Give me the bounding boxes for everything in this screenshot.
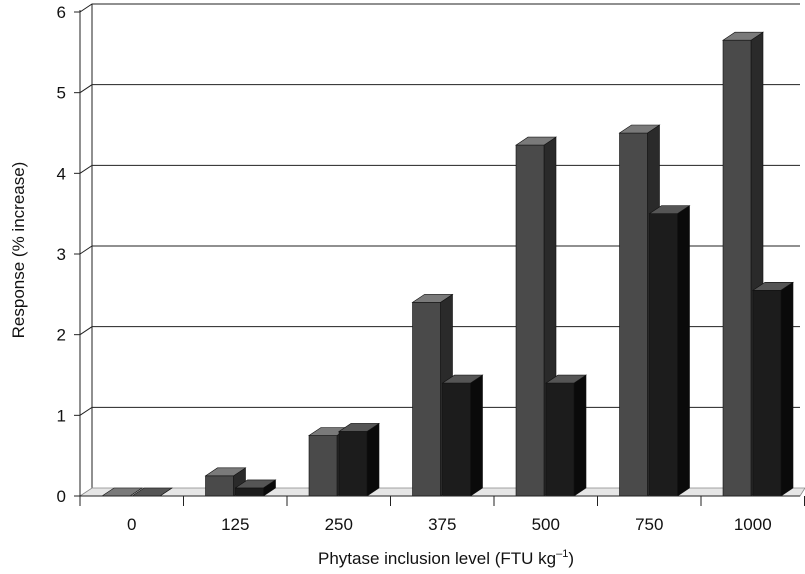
bar-top-face xyxy=(234,479,277,489)
bar-side-face xyxy=(366,422,380,497)
x-tick-label-375: 375 xyxy=(428,515,456,534)
y-axis-title: Response (% increase) xyxy=(9,162,28,339)
bar-s2-250 xyxy=(338,422,380,497)
bar-side-face xyxy=(573,374,587,497)
bar-front-face xyxy=(308,435,338,497)
bar-front-face xyxy=(205,475,234,497)
x-tick-label-0: 0 xyxy=(127,515,136,534)
bar-s2-1000 xyxy=(752,281,794,497)
y-tick-label-3: 3 xyxy=(57,245,66,264)
gridline xyxy=(79,3,800,13)
bar-front-face xyxy=(412,302,441,497)
bar-front-face xyxy=(649,213,678,497)
x-tick-label-250: 250 xyxy=(325,515,353,534)
gridline xyxy=(79,164,800,174)
bar-side-face xyxy=(470,374,483,497)
bar-s2-375 xyxy=(441,374,484,497)
bar-side-face xyxy=(677,205,690,497)
bar-top-face xyxy=(722,31,764,41)
bar-top-face xyxy=(204,467,247,477)
y-tick-label-5: 5 xyxy=(57,84,66,103)
bar-top-face xyxy=(618,124,661,134)
bar-top-face xyxy=(545,374,587,384)
bar-top-face xyxy=(752,281,794,291)
bar-top-face xyxy=(441,374,484,384)
bar-front-face xyxy=(619,132,648,497)
bar-top-face xyxy=(648,205,691,214)
bar-top-face xyxy=(411,294,454,303)
bar-front-face xyxy=(545,382,575,497)
bar-front-face xyxy=(338,431,368,497)
gridline xyxy=(79,84,800,94)
bar-s2-125 xyxy=(234,479,277,497)
x-tick-label-1000: 1000 xyxy=(734,515,772,534)
bar-top-face xyxy=(338,423,380,432)
bar-top-face xyxy=(515,136,557,146)
x-tick-label-125: 125 xyxy=(221,515,249,534)
x-axis-title: Phytase inclusion level (FTU kg–1) xyxy=(318,548,574,568)
y-tick-label-4: 4 xyxy=(57,164,66,183)
y-tick-label-1: 1 xyxy=(57,406,66,425)
bar-front-face xyxy=(722,39,752,497)
bar-front-face xyxy=(752,289,782,497)
bars xyxy=(101,31,794,497)
y-tick-label-6: 6 xyxy=(57,3,66,22)
bar-front-face xyxy=(235,487,264,497)
x-tick-label-750: 750 xyxy=(635,515,663,534)
bar-front-face xyxy=(515,144,545,497)
bar-s2-500 xyxy=(545,374,587,497)
gridlines xyxy=(79,3,800,488)
y-tick-label-0: 0 xyxy=(57,487,66,506)
x-tick-label-500: 500 xyxy=(532,515,560,534)
bar-s2-750 xyxy=(648,205,691,497)
y-tick-labels: 0 1 2 3 4 5 6 xyxy=(57,3,80,506)
x-tick-labels: 0 125 250 375 500 750 1000 xyxy=(79,496,805,534)
bar-side-face xyxy=(780,281,794,497)
y-tick-label-2: 2 xyxy=(57,326,66,345)
bar-front-face xyxy=(442,382,471,497)
gridline xyxy=(79,245,800,255)
